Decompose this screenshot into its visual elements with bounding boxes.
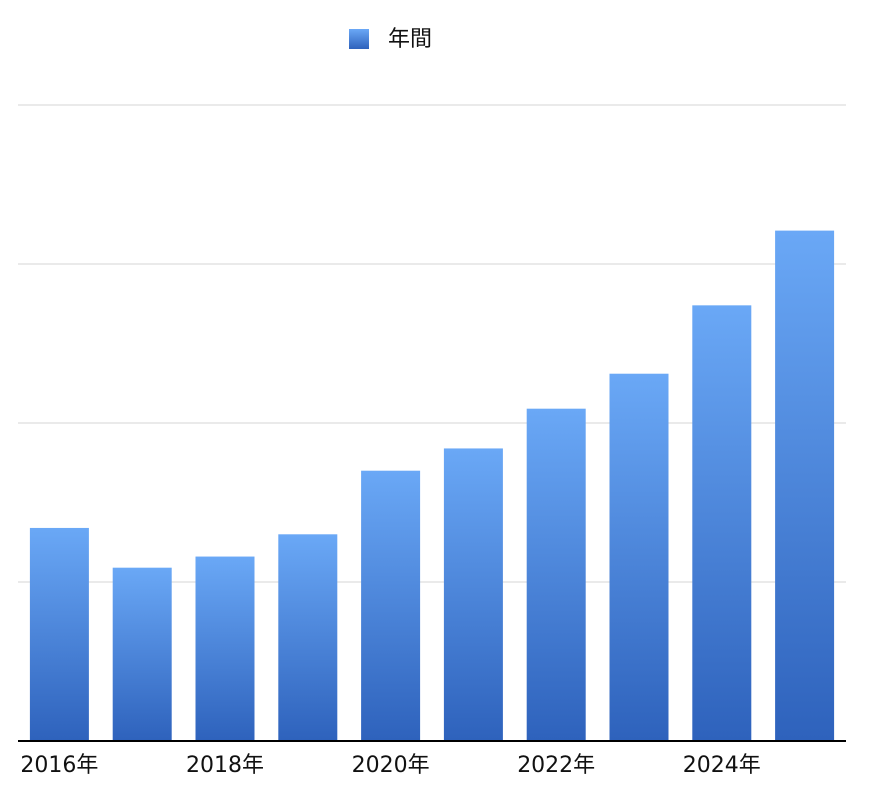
bar xyxy=(609,373,669,741)
legend-swatch xyxy=(349,29,369,49)
bar xyxy=(443,448,503,741)
bar xyxy=(112,567,172,741)
x-tick-label: 2022年 xyxy=(517,753,595,778)
bar xyxy=(692,305,752,741)
x-tick-label: 2018年 xyxy=(186,753,264,778)
x-tick-label: 2020年 xyxy=(352,753,430,778)
legend-label: 年間 xyxy=(388,27,432,52)
bar xyxy=(195,556,255,741)
bar xyxy=(526,408,586,741)
bar xyxy=(361,470,421,741)
x-tick-label: 2024年 xyxy=(683,753,761,778)
x-tick-label: 2016年 xyxy=(20,753,98,778)
bar xyxy=(278,534,338,741)
bar xyxy=(29,527,89,741)
bar xyxy=(775,230,835,742)
